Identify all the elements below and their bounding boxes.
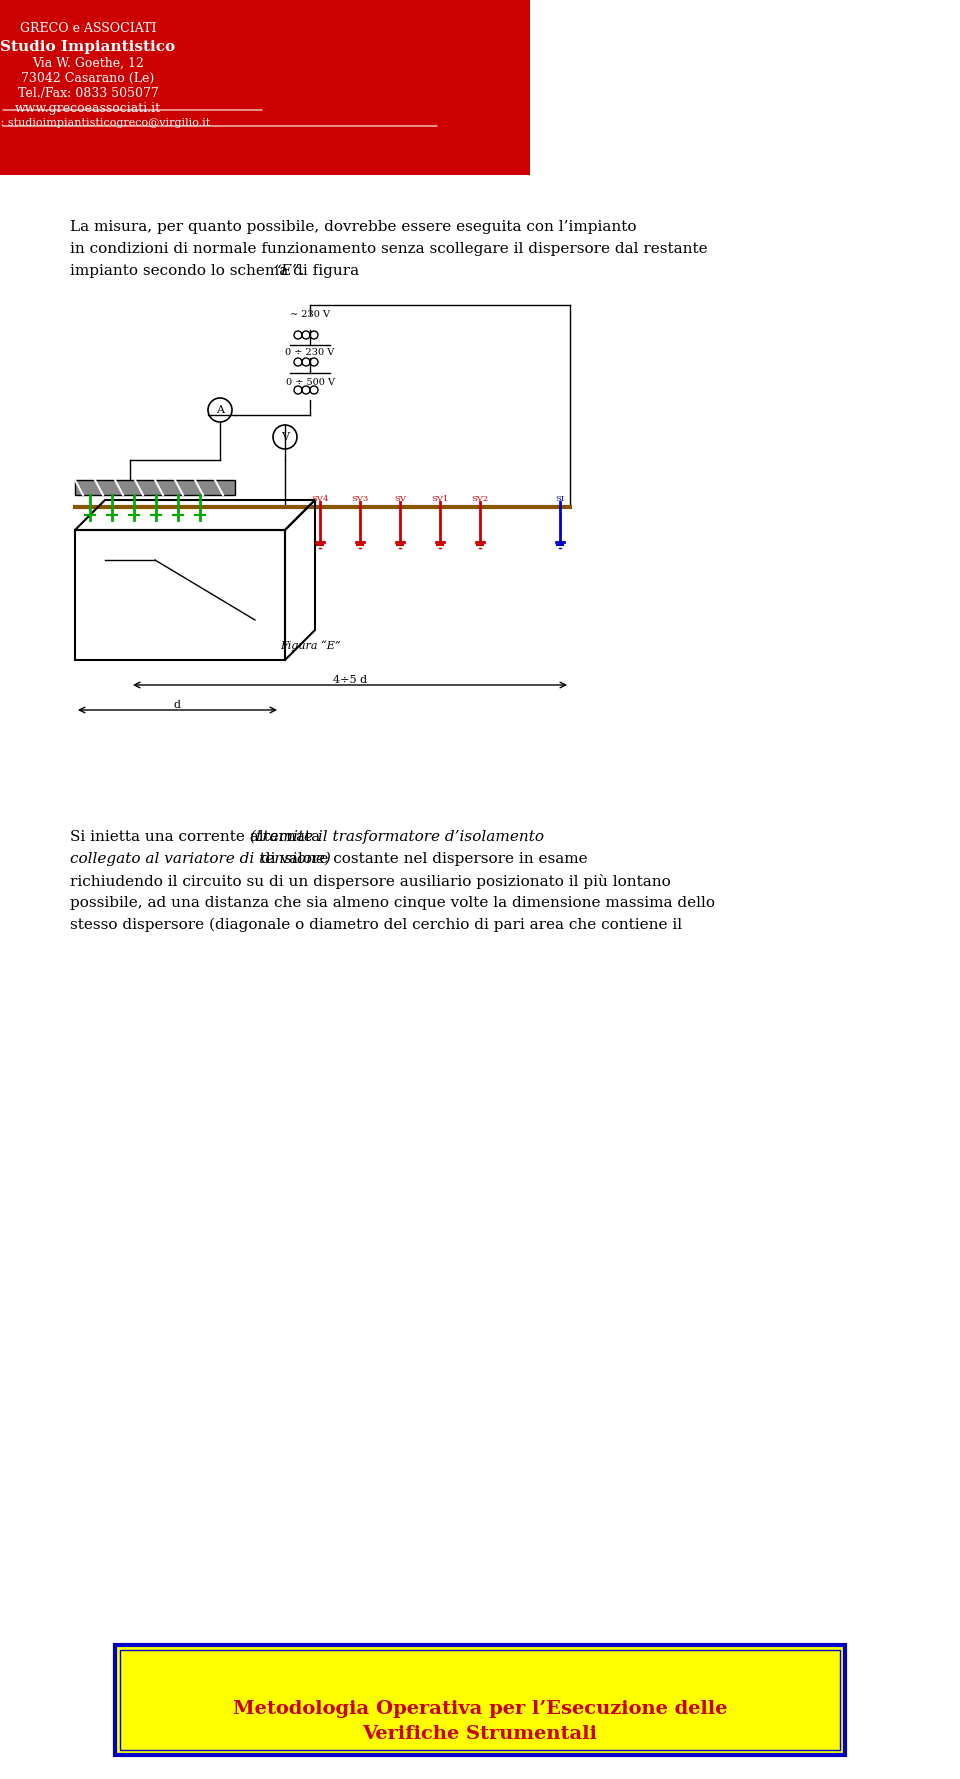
Bar [0,0,530,174]
Text: ~ 230 V: ~ 230 V [290,310,330,318]
Text: impianto secondo lo schema di figura: impianto secondo lo schema di figura [70,263,359,278]
Text: SV: SV [394,495,406,503]
Text: stesso dispersore (diagonale o diametro del cerchio di pari area che contiene il: stesso dispersore (diagonale o diametro … [70,918,683,932]
Bar [115,1646,845,1756]
Text: SV1: SV1 [431,495,448,503]
Text: in condizioni di normale funzionamento senza scollegare il dispersore dal restan: in condizioni di normale funzionamento s… [70,242,708,256]
Text: 0 ÷ 500 V: 0 ÷ 500 V [285,377,334,388]
Text: www.grecoeassociati.it: www.grecoeassociati.it [15,101,161,116]
Text: GRECO e ASSOCIATI: GRECO e ASSOCIATI [20,21,156,36]
Text: SV4: SV4 [311,495,328,503]
Text: di valore costante nel dispersore in esame: di valore costante nel dispersore in esa… [255,852,588,866]
Text: (tramite il trasformatore d’isolamento: (tramite il trasformatore d’isolamento [251,831,544,845]
Text: Via W. Goethe, 12: Via W. Goethe, 12 [32,57,144,69]
Text: Studio Impiantistico: Studio Impiantistico [0,39,176,53]
Text: richiudendo il circuito su di un dispersore ausiliario posizionato il più lontan: richiudendo il circuito su di un dispers… [70,873,671,890]
Text: e-mail: studioimpiantisticogreco@virgilio.it: e-mail: studioimpiantisticogreco@virgili… [0,117,210,128]
Text: SV3: SV3 [351,495,369,503]
Text: Figura “E”: Figura “E” [279,640,340,651]
Text: Tel./Fax: 0833 505077: Tel./Fax: 0833 505077 [17,87,158,100]
Text: possibile, ad una distanza che sia almeno cinque volte la dimensione massima del: possibile, ad una distanza che sia almen… [70,897,715,911]
Text: 4÷5 d: 4÷5 d [333,674,367,685]
Text: Metodologia Operativa per l’Esecuzione delle: Metodologia Operativa per l’Esecuzione d… [232,1701,728,1719]
Text: SI: SI [556,495,564,503]
Text: Si inietta una corrente alternata: Si inietta una corrente alternata [70,831,325,843]
Text: 0 ÷ 230 V: 0 ÷ 230 V [285,349,335,358]
Text: Verifiche Strumentali: Verifiche Strumentali [363,1726,597,1743]
Text: La misura, per quanto possibile, dovrebbe essere eseguita con l’impianto: La misura, per quanto possibile, dovrebb… [70,221,636,235]
Text: A: A [216,406,224,415]
Text: 73042 Casarano (Le): 73042 Casarano (Le) [21,71,155,85]
Text: SV2: SV2 [471,495,489,503]
Text: d: d [174,699,180,710]
Bar [75,530,285,660]
Text: V: V [281,432,289,441]
Bar [75,480,235,495]
Text: collegato al variatore di tensione): collegato al variatore di tensione) [70,852,331,866]
Bar [120,1649,840,1751]
Text: “E”.: “E”. [274,263,305,278]
